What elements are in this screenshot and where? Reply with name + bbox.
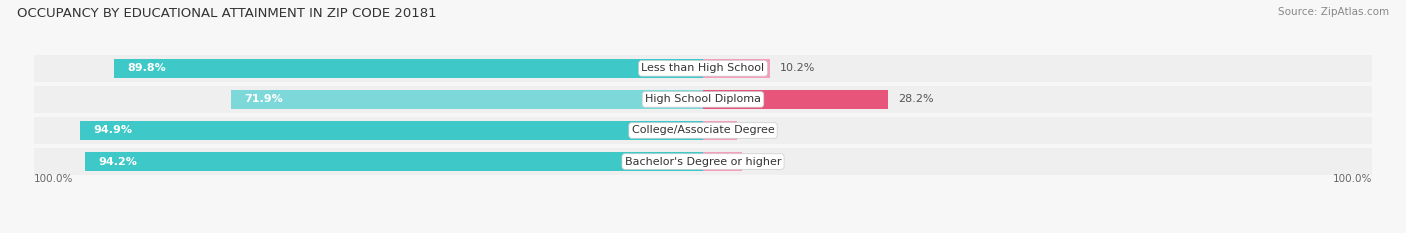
Text: 28.2%: 28.2%	[898, 94, 934, 104]
Bar	[703, 59, 770, 78]
Bar	[34, 86, 1372, 113]
Text: College/Associate Degree: College/Associate Degree	[631, 126, 775, 135]
Text: 71.9%: 71.9%	[245, 94, 283, 104]
Text: 89.8%: 89.8%	[127, 63, 166, 73]
Text: 94.9%: 94.9%	[93, 126, 132, 135]
Text: 10.2%: 10.2%	[780, 63, 815, 73]
Text: 100.0%: 100.0%	[1333, 174, 1372, 184]
Bar	[231, 90, 703, 109]
Text: High School Diploma: High School Diploma	[645, 94, 761, 104]
Bar	[114, 59, 703, 78]
Bar	[84, 152, 703, 171]
Text: Bachelor's Degree or higher: Bachelor's Degree or higher	[624, 157, 782, 167]
Bar	[703, 152, 742, 171]
Text: 5.9%: 5.9%	[752, 157, 780, 167]
Bar	[34, 117, 1372, 144]
Text: Source: ZipAtlas.com: Source: ZipAtlas.com	[1278, 7, 1389, 17]
Text: 5.2%: 5.2%	[747, 126, 775, 135]
Bar	[80, 121, 703, 140]
Text: 100.0%: 100.0%	[34, 174, 73, 184]
Text: Less than High School: Less than High School	[641, 63, 765, 73]
Text: OCCUPANCY BY EDUCATIONAL ATTAINMENT IN ZIP CODE 20181: OCCUPANCY BY EDUCATIONAL ATTAINMENT IN Z…	[17, 7, 436, 20]
Bar	[703, 90, 889, 109]
Bar	[34, 55, 1372, 82]
Legend: Owner-occupied, Renter-occupied: Owner-occupied, Renter-occupied	[589, 230, 817, 233]
Bar	[703, 121, 737, 140]
Bar	[34, 148, 1372, 175]
Text: 94.2%: 94.2%	[98, 157, 136, 167]
